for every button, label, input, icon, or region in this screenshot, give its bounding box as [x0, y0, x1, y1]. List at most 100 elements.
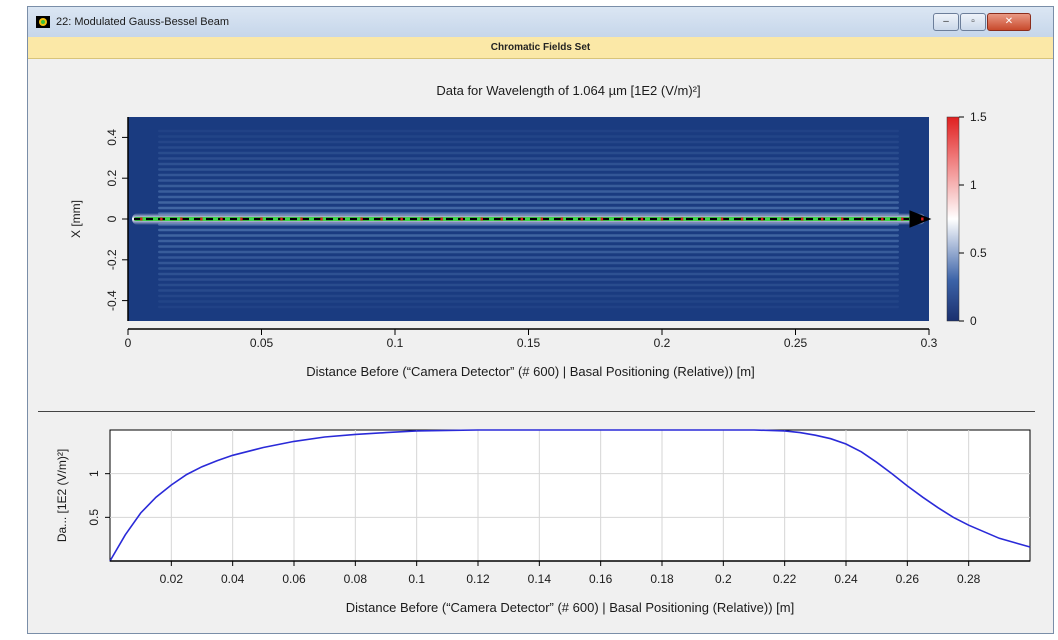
title-bar[interactable]: 22: Modulated Gauss-Bessel Beam – ▫ ✕ [28, 7, 1053, 37]
center-marker [260, 217, 263, 221]
app-icon [36, 16, 50, 28]
heatmap-y-tick-label: 0.4 [105, 129, 119, 146]
colorbar-tick-label: 1 [970, 178, 977, 192]
heatmap-ring [158, 239, 899, 243]
main-window: 22: Modulated Gauss-Bessel Beam – ▫ ✕ Ch… [27, 6, 1054, 634]
center-marker [160, 217, 163, 221]
heatmap-ring [158, 234, 899, 237]
center-marker [340, 217, 343, 221]
center-marker [841, 217, 844, 221]
heatmap-ring [158, 206, 899, 210]
heatmap-ring [158, 157, 899, 160]
center-marker [440, 217, 443, 221]
center-marker [640, 217, 644, 221]
line-x-tick-label: 0.04 [221, 572, 245, 586]
center-marker [140, 217, 143, 221]
intensity-series-line [109, 429, 1031, 562]
heatmap-y-axis-label: X [mm] [69, 200, 83, 238]
center-marker [240, 217, 243, 221]
center-marker [821, 217, 824, 221]
window-title: 22: Modulated Gauss-Bessel Beam [56, 16, 230, 28]
center-marker [320, 217, 323, 221]
heatmap-ring [158, 129, 899, 133]
line-x-tick-label: 0.1 [408, 572, 425, 586]
center-marker [881, 217, 884, 221]
heatmap-chart: Data for Wavelength of 1.064 µm [1E2 (V/… [69, 83, 987, 379]
line-x-tick-label: 0.18 [650, 572, 674, 586]
center-marker [600, 217, 604, 221]
line-x-tick-label: 0.24 [834, 572, 858, 586]
center-marker [720, 217, 724, 221]
center-marker [280, 217, 283, 221]
heatmap-ring [158, 184, 899, 188]
line-x-tick-label: 0.02 [160, 572, 184, 586]
center-marker [220, 217, 223, 221]
plot-area: Data for Wavelength of 1.064 µm [1E2 (V/… [28, 59, 1053, 635]
heatmap-y-tick-label: -0.4 [105, 290, 119, 311]
center-marker [540, 217, 544, 221]
center-marker [740, 217, 744, 221]
heatmap-ring [158, 261, 899, 265]
line-y-tick-label: 1 [87, 470, 101, 477]
heatmap-ring [158, 294, 899, 298]
chart-canvas[interactable]: Data for Wavelength of 1.064 µm [1E2 (V/… [28, 59, 1053, 635]
close-button[interactable]: ✕ [987, 13, 1031, 31]
line-x-tick-label: 0.08 [344, 572, 368, 586]
heatmap-y-tick-label: -0.2 [105, 249, 119, 270]
center-marker [520, 217, 524, 221]
heatmap-ring [158, 267, 899, 270]
center-marker [921, 217, 924, 221]
heatmap-ring [158, 201, 899, 204]
center-marker [380, 217, 383, 221]
heatmap-ring [158, 250, 899, 254]
center-marker [580, 217, 584, 221]
line-x-tick-label: 0.28 [957, 572, 981, 586]
center-marker [660, 217, 664, 221]
heatmap-x-tick-label: 0 [125, 336, 132, 350]
heatmap-ring [158, 162, 899, 166]
chromatic-fields-banner: Chromatic Fields Set [28, 37, 1053, 59]
line-x-tick-label: 0.06 [282, 572, 306, 586]
center-marker [200, 217, 203, 221]
colorbar-tick-label: 0.5 [970, 246, 987, 260]
maximize-button[interactable]: ▫ [960, 13, 986, 31]
heatmap-x-tick-label: 0.05 [250, 336, 274, 350]
heatmap-x-tick-label: 0.2 [654, 336, 671, 350]
line-x-tick-label: 0.16 [589, 572, 613, 586]
minimize-button[interactable]: – [933, 13, 959, 31]
panel-divider [38, 411, 1035, 412]
line-x-tick-label: 0.12 [466, 572, 490, 586]
center-marker [620, 217, 624, 221]
heatmap-y-tick-label: 0 [105, 215, 119, 222]
center-marker [300, 217, 303, 221]
colorbar-tick-label: 0 [970, 314, 977, 328]
heatmap-ring [158, 195, 899, 199]
heatmap-ring [158, 278, 899, 281]
line-x-tick-label: 0.22 [773, 572, 797, 586]
colorbar [946, 116, 960, 322]
heatmap-x-axis-label: Distance Before (“Camera Detector” (# 60… [306, 364, 754, 379]
center-marker [360, 217, 363, 221]
center-marker [180, 217, 183, 221]
heatmap-ring [158, 245, 899, 248]
line-chart: 0.02 0.04 0.06 0.08 0.1 0.12 0.14 0.16 0.18 0.2 0.… [55, 429, 1031, 615]
heatmap-ring [158, 300, 899, 303]
center-marker [480, 217, 483, 221]
heatmap-y-tick-label: 0.2 [105, 170, 119, 187]
line-x-tick-label: 0.2 [715, 572, 732, 586]
line-y-axis-label: Da... [1E2 (V/m)²] [55, 449, 69, 542]
heatmap-ring [158, 140, 899, 144]
line-x-tick-label: 0.14 [528, 572, 552, 586]
colorbar-tick-label: 1.5 [970, 110, 987, 124]
center-marker [901, 217, 904, 221]
beam-center-line [134, 217, 923, 221]
heatmap-ring [158, 289, 899, 292]
line-plot-frame [109, 429, 1031, 562]
heatmap-title: Data for Wavelength of 1.064 µm [1E2 (V/… [436, 83, 700, 98]
heatmap-x-tick-label: 0.25 [784, 336, 808, 350]
heatmap-ring [158, 283, 899, 287]
center-marker [420, 217, 423, 221]
heatmap-ring [158, 135, 899, 138]
heatmap-ring [158, 146, 899, 149]
heatmap-ring [158, 179, 899, 182]
